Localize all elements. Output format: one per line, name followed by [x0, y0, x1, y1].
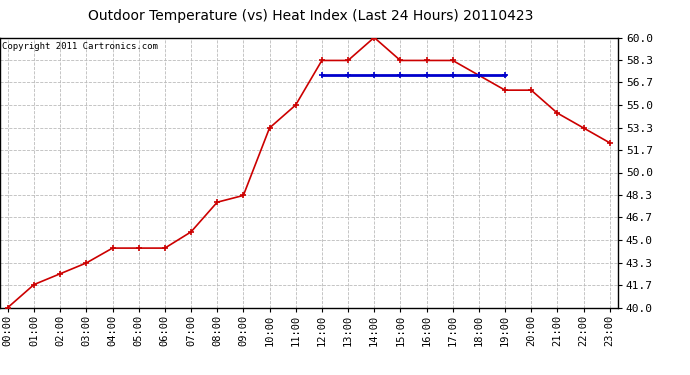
Text: Copyright 2011 Cartronics.com: Copyright 2011 Cartronics.com — [2, 42, 158, 51]
Text: Outdoor Temperature (vs) Heat Index (Last 24 Hours) 20110423: Outdoor Temperature (vs) Heat Index (Las… — [88, 9, 533, 23]
